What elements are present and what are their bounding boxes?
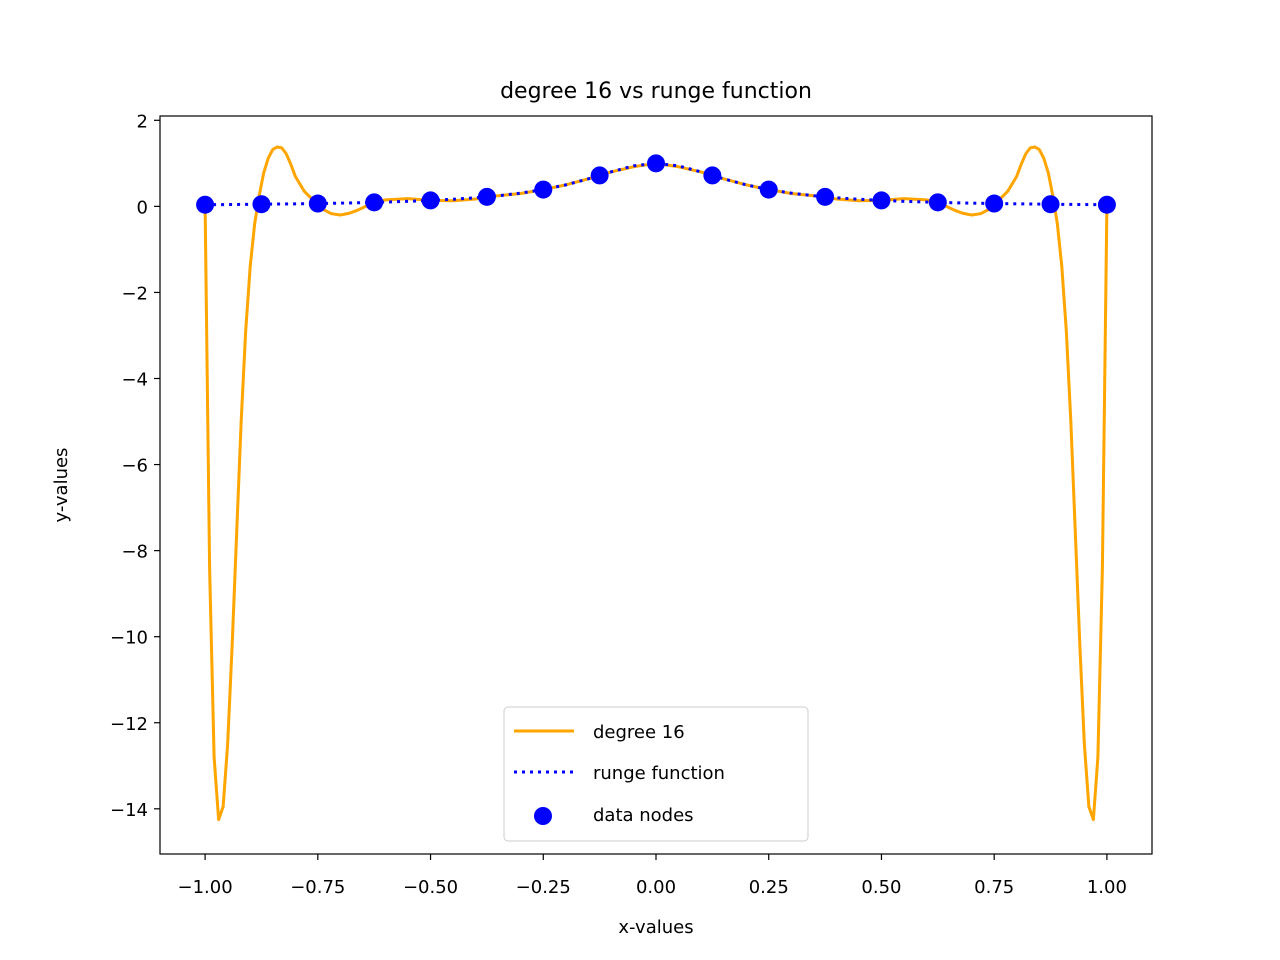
data-node-point [421, 191, 440, 210]
data-node-point [872, 191, 891, 210]
data-node-point [928, 193, 947, 212]
x-tick-label: −0.75 [290, 877, 345, 898]
data-node-point [647, 154, 665, 173]
data-node-point [703, 166, 722, 185]
y-tick-label: −14 [110, 800, 148, 821]
data-node-point [365, 193, 384, 212]
x-tick-label: 0.25 [749, 877, 789, 898]
x-axis: −1.00 −0.75 −0.50 −0.25 0.00 0.25 0.50 0.75 1.00 [178, 854, 1127, 898]
legend-label-degree-16: degree 16 [593, 722, 685, 743]
data-node-point [816, 187, 835, 206]
data-node-point [1041, 195, 1060, 214]
data-node-point [590, 166, 609, 185]
data-node-point [252, 195, 271, 214]
x-tick-label: −1.00 [178, 877, 233, 898]
data-node-point [196, 195, 215, 214]
y-axis-label: y-values [51, 448, 72, 523]
y-tick-label: −12 [110, 714, 148, 735]
y-tick-label: −10 [110, 628, 148, 649]
legend-label-data-nodes: data nodes [593, 805, 694, 826]
data-node-point [477, 187, 496, 206]
y-tick-label: −6 [121, 456, 148, 477]
x-tick-label: 1.00 [1087, 877, 1127, 898]
y-tick-label: −4 [121, 369, 148, 390]
legend: degree 16 runge function data nodes [503, 706, 809, 842]
x-tick-label: −0.50 [403, 877, 458, 898]
data-node-point [759, 180, 778, 199]
x-tick-label: −0.25 [516, 877, 571, 898]
y-tick-label: −2 [121, 283, 148, 304]
data-node-point [534, 180, 553, 199]
chart-title: degree 16 vs runge function [500, 79, 812, 104]
x-tick-label: 0.75 [974, 877, 1014, 898]
data-node-point [985, 194, 1004, 213]
series-line-runge-function [205, 161, 1107, 207]
legend-label-runge-function: runge function [593, 763, 725, 784]
data-node-point [1097, 195, 1116, 214]
plot-area [196, 145, 1116, 822]
data-node-point [308, 194, 327, 213]
x-tick-label: 0.50 [861, 877, 901, 898]
x-tick-label: 0.00 [636, 877, 676, 898]
y-tick-label: 2 [137, 111, 148, 132]
y-tick-label: −8 [121, 542, 148, 563]
legend-marker-data-nodes [534, 807, 552, 825]
x-axis-label: x-values [618, 917, 693, 938]
y-tick-label: 0 [137, 197, 148, 218]
legend-box [503, 706, 809, 842]
y-axis: 2 0 −2 −4 −6 −8 −10 −12 −14 [110, 111, 160, 821]
